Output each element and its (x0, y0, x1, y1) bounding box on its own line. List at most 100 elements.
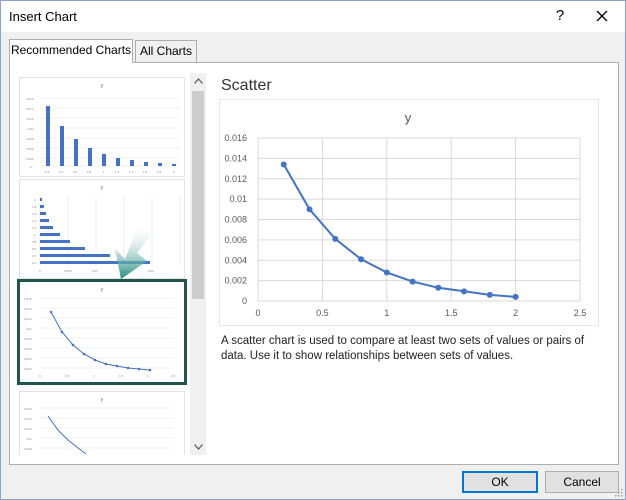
svg-text:0.014: 0.014 (24, 417, 32, 421)
svg-text:0.01: 0.01 (28, 127, 34, 131)
svg-text:0.006: 0.006 (26, 147, 34, 151)
svg-text:0.2: 0.2 (32, 261, 37, 265)
svg-text:0.014: 0.014 (26, 107, 34, 111)
selection-arrow-icon (115, 223, 151, 279)
y-tick-label: 0.014 (224, 153, 247, 163)
y-tick-label: 0.016 (224, 133, 247, 143)
ok-button[interactable]: OK (462, 471, 538, 493)
svg-text:0.006: 0.006 (24, 347, 32, 351)
svg-text:0.012: 0.012 (24, 427, 32, 431)
thumb-title: y (101, 287, 104, 293)
svg-text:0.005: 0.005 (64, 269, 72, 273)
svg-text:0.8: 0.8 (32, 240, 37, 244)
svg-text:1.4: 1.4 (32, 219, 37, 223)
svg-text:0.016: 0.016 (26, 97, 34, 101)
svg-text:1.2: 1.2 (115, 170, 120, 174)
x-tick-label: 0 (255, 308, 260, 318)
svg-text:0.01: 0.01 (26, 437, 32, 441)
svg-text:2.5: 2.5 (171, 374, 176, 378)
svg-text:0.008: 0.008 (26, 137, 34, 141)
data-point (358, 256, 365, 263)
tab-recommended-charts[interactable]: Recommended Charts (9, 39, 133, 63)
svg-text:2: 2 (34, 198, 36, 202)
x-tick-label: 0.5 (316, 308, 329, 318)
data-point (383, 269, 390, 276)
chart-thumbnail-list: y 0.016 0.014 0.012 0.01 0.008 0.006 (17, 73, 189, 455)
svg-text:0.2: 0.2 (45, 170, 50, 174)
column-chart-thumbnail: y 0.016 0.014 0.012 0.01 0.008 0.006 (26, 83, 180, 174)
data-point (435, 284, 442, 291)
bar-chart-thumbnail: y 2 1.8 1.6 1.4 1.2 1 0.8 0.6 0.4 0.2 (32, 185, 181, 273)
y-tick-label: 0.012 (224, 174, 247, 184)
svg-text:1.6: 1.6 (32, 212, 37, 216)
svg-text:0.004: 0.004 (24, 357, 32, 361)
data-point (332, 235, 339, 242)
data-point (409, 278, 416, 285)
y-tick-label: 0.006 (224, 235, 247, 245)
data-point (512, 293, 519, 300)
thumbnail-scatter-lines[interactable]: y 0.016 0.014 0.012 0.01 0.008 (19, 391, 185, 455)
thumbnail-clustered-bar[interactable]: y 2 1.8 1.6 1.4 1.2 1 0.8 0.6 0.4 0.2 (19, 179, 185, 279)
chart-description: A scatter chart is used to compare at le… (221, 335, 585, 362)
svg-text:0.008: 0.008 (24, 447, 32, 451)
svg-text:0.01: 0.01 (26, 327, 32, 331)
thumbnail-scatter[interactable]: y 0.016 0.014 0.012 0.01 0.008 0.006 0.004 0 (17, 279, 187, 385)
svg-text:1.8: 1.8 (157, 170, 162, 174)
close-button[interactable] (587, 3, 617, 29)
svg-text:0.008: 0.008 (24, 337, 32, 341)
svg-text:0: 0 (39, 374, 41, 378)
svg-text:0.016: 0.016 (24, 407, 32, 411)
y-tick-label: 0.01 (229, 194, 247, 204)
series-line (282, 164, 516, 298)
svg-text:0: 0 (30, 165, 32, 169)
svg-text:2: 2 (147, 374, 149, 378)
thumb-title: y (101, 397, 104, 403)
svg-text:0.5: 0.5 (65, 374, 70, 378)
svg-text:0.6: 0.6 (32, 247, 37, 251)
x-tick-label: 2.5 (574, 308, 587, 318)
resize-grip-icon[interactable] (613, 487, 623, 497)
cancel-button[interactable]: Cancel (545, 471, 619, 493)
x-tick-label: 2 (513, 308, 518, 318)
help-button[interactable]: ? (555, 7, 565, 24)
svg-text:1.6: 1.6 (143, 170, 148, 174)
title-bar: Insert Chart ? (1, 1, 625, 32)
svg-text:0.012: 0.012 (26, 117, 34, 121)
data-point (486, 291, 493, 298)
svg-text:0.002: 0.002 (24, 367, 32, 371)
scatter-chart-svg: y 0 0.002 0.004 0.006 0.008 0.01 0.012 0.014 0.0… (224, 110, 587, 318)
thumbnail-scrollbar[interactable] (190, 73, 206, 455)
svg-text:0.6: 0.6 (73, 170, 78, 174)
svg-text:0.4: 0.4 (32, 254, 37, 258)
x-tick-label: 1 (384, 308, 389, 318)
preview-chart-name: Scatter (221, 77, 272, 94)
svg-text:0.01: 0.01 (92, 269, 98, 273)
tab-all-charts[interactable]: All Charts (135, 40, 197, 63)
svg-text:0.4: 0.4 (59, 170, 64, 174)
svg-text:2: 2 (173, 170, 175, 174)
scroll-down-icon[interactable] (190, 439, 206, 455)
y-tick-label: 0.008 (224, 215, 247, 225)
svg-text:1.4: 1.4 (129, 170, 134, 174)
thumb-title: y (101, 83, 104, 89)
scroll-up-icon[interactable] (190, 73, 206, 89)
svg-text:0.004: 0.004 (26, 157, 34, 161)
thumbnail-clustered-column[interactable]: y 0.016 0.014 0.012 0.01 0.008 0.006 (19, 77, 185, 177)
chart-title: y (405, 110, 412, 125)
data-point (461, 288, 468, 295)
svg-text:1.2: 1.2 (32, 226, 37, 230)
svg-text:0: 0 (39, 269, 41, 273)
data-point (306, 206, 313, 213)
svg-text:0.012: 0.012 (24, 317, 32, 321)
close-icon (596, 10, 608, 22)
svg-text:1: 1 (103, 170, 105, 174)
scatter-chart-thumbnail: y 0.016 0.014 0.012 0.01 0.008 0.006 0.004 0 (24, 287, 176, 378)
y-tick-label: 0 (242, 296, 247, 306)
dialog-title: Insert Chart (9, 9, 77, 24)
y-tick-label: 0.002 (224, 276, 247, 286)
scrollbar-thumb[interactable] (192, 91, 204, 299)
svg-text:0.8: 0.8 (87, 170, 92, 174)
svg-text:1: 1 (93, 374, 95, 378)
preview-chart: y 0 0.002 0.004 0.006 0.008 0.01 0.012 0.014 0.0… (219, 99, 599, 326)
